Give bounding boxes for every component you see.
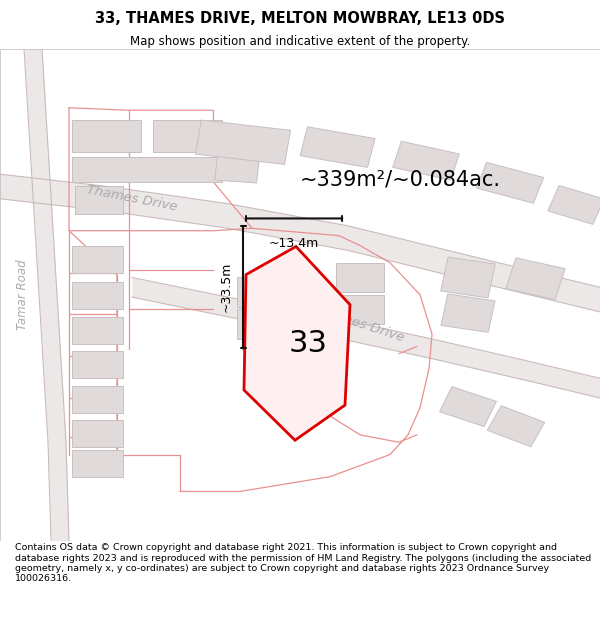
Polygon shape <box>75 186 123 214</box>
Polygon shape <box>72 449 123 477</box>
Polygon shape <box>72 120 141 152</box>
Polygon shape <box>72 317 123 344</box>
Polygon shape <box>548 186 600 224</box>
Text: Map shows position and indicative extent of the property.: Map shows position and indicative extent… <box>130 35 470 48</box>
Polygon shape <box>72 282 123 309</box>
Polygon shape <box>440 387 496 426</box>
Polygon shape <box>72 420 123 447</box>
Text: ~33.5m: ~33.5m <box>219 262 232 312</box>
Text: Thames Drive: Thames Drive <box>86 184 178 214</box>
Polygon shape <box>237 309 285 339</box>
Polygon shape <box>72 246 123 272</box>
Polygon shape <box>336 262 384 292</box>
Text: ~339m²/~0.084ac.: ~339m²/~0.084ac. <box>300 169 501 189</box>
Text: Tamar Road: Tamar Road <box>16 259 29 330</box>
Polygon shape <box>72 157 222 181</box>
Text: 33: 33 <box>289 329 328 358</box>
Polygon shape <box>72 351 123 378</box>
Text: ~13.4m: ~13.4m <box>269 237 319 250</box>
Text: Contains OS data © Crown copyright and database right 2021. This information is : Contains OS data © Crown copyright and d… <box>15 543 591 583</box>
Polygon shape <box>196 120 290 164</box>
Polygon shape <box>300 127 375 168</box>
Polygon shape <box>487 406 545 447</box>
Polygon shape <box>72 386 123 412</box>
Polygon shape <box>441 257 495 298</box>
Polygon shape <box>476 162 544 203</box>
Text: 33, THAMES DRIVE, MELTON MOWBRAY, LE13 0DS: 33, THAMES DRIVE, MELTON MOWBRAY, LE13 0… <box>95 11 505 26</box>
Polygon shape <box>237 278 285 307</box>
Polygon shape <box>393 141 459 180</box>
Polygon shape <box>244 246 350 440</box>
Polygon shape <box>336 294 384 324</box>
Polygon shape <box>506 258 565 299</box>
Polygon shape <box>441 294 495 333</box>
Polygon shape <box>215 156 259 183</box>
Text: Thames Drive: Thames Drive <box>314 304 406 344</box>
Polygon shape <box>153 120 222 152</box>
